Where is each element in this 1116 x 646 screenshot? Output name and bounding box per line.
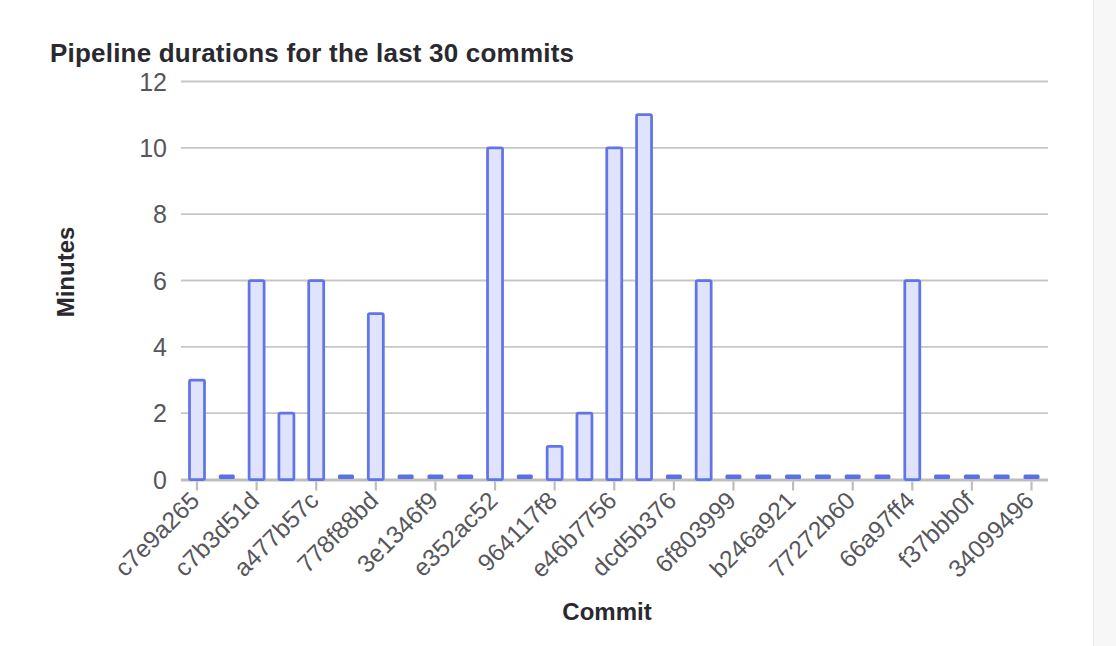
pipeline-bar-commit-16[interactable] — [637, 115, 652, 480]
pipeline-zero-bar-6f803999[interactable] — [725, 475, 741, 480]
y-tick-label: 6 — [153, 267, 167, 295]
pipeline-durations-card: Pipeline durations for the last 30 commi… — [0, 0, 1094, 646]
pipeline-bar-commit-14[interactable] — [577, 413, 592, 479]
pipeline-bar-e46b7756[interactable] — [607, 148, 622, 480]
pipeline-bar-c7b3d51d[interactable] — [249, 281, 264, 480]
pipeline-zero-bar-commit-6[interactable] — [338, 475, 354, 480]
y-tick-label: 0 — [153, 466, 167, 494]
pipeline-zero-bar-commit-24[interactable] — [874, 475, 890, 480]
pipeline-zero-bar-3e1346f9[interactable] — [427, 475, 443, 480]
pipeline-zero-bar-commit-22[interactable] — [815, 475, 831, 480]
y-tick-label: 10 — [139, 134, 167, 162]
pipeline-zero-bar-77272b60[interactable] — [845, 475, 861, 480]
pipeline-bar-e352ac52[interactable] — [488, 148, 503, 480]
pipeline-zero-bar-f37bbb0f[interactable] — [964, 475, 980, 480]
x-axis-title: Commit — [547, 598, 667, 626]
pipeline-bar-964117f8[interactable] — [547, 446, 562, 479]
pipeline-bar-c7e9a265[interactable] — [190, 380, 205, 480]
pipeline-bar-commit-18[interactable] — [696, 281, 711, 480]
pipeline-bar-commit-4[interactable] — [279, 413, 294, 479]
pipeline-zero-bar-commit-12[interactable] — [517, 475, 533, 480]
pipeline-bar-a477b57c[interactable] — [309, 281, 324, 480]
pipeline-zero-bar-commit-20[interactable] — [755, 475, 771, 480]
pipeline-zero-bar-34099496[interactable] — [1024, 475, 1040, 480]
pipeline-durations-bar-chart: 024681012c7e9a265c7b3d51da477b57c778f88b… — [0, 0, 1093, 646]
y-tick-label: 12 — [139, 68, 167, 96]
pipeline-bar-778f88bd[interactable] — [368, 314, 383, 480]
pipeline-zero-bar-commit-2[interactable] — [219, 475, 235, 480]
pipeline-zero-bar-b246a921[interactable] — [785, 475, 801, 480]
y-tick-label: 4 — [153, 333, 167, 361]
y-tick-label: 8 — [153, 200, 167, 228]
y-tick-label: 2 — [153, 399, 167, 427]
pipeline-zero-bar-commit-8[interactable] — [398, 475, 414, 480]
pipeline-zero-bar-commit-26[interactable] — [934, 475, 950, 480]
pipeline-bar-66a97ff4[interactable] — [905, 281, 920, 480]
pipeline-zero-bar-commit-28[interactable] — [994, 475, 1010, 480]
pipeline-zero-bar-dcd5b376[interactable] — [666, 475, 682, 480]
pipeline-zero-bar-commit-10[interactable] — [457, 475, 473, 480]
